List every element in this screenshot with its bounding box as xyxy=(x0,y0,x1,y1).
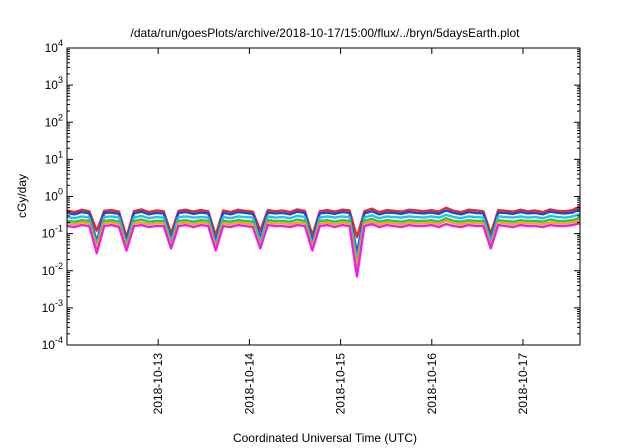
x-tick-label: 2018-10-17 xyxy=(516,353,530,415)
x-tick-label: 2018-10-15 xyxy=(334,353,348,415)
y-tick-label: 104 xyxy=(45,38,63,55)
y-tick-label: 10-1 xyxy=(42,224,63,241)
y-tick-label: 10-2 xyxy=(42,261,63,278)
series-line-5 xyxy=(66,219,581,270)
chart-title: /data/run/goesPlots/archive/2018-10-17/1… xyxy=(131,26,521,40)
y-tick-label: 102 xyxy=(45,112,63,129)
x-axis-label: Coordinated Universal Time (UTC) xyxy=(233,431,417,445)
y-tick-label: 100 xyxy=(45,187,63,204)
y-tick-label: 103 xyxy=(45,75,63,92)
y-tick-label: 10-3 xyxy=(42,298,63,315)
y-tick-label: 101 xyxy=(45,149,63,166)
x-tick-label: 2018-10-16 xyxy=(425,353,439,415)
plot-area-frame xyxy=(66,47,581,346)
x-tick-label: 2018-10-13 xyxy=(151,353,165,415)
y-axis-label: cGy/day xyxy=(15,174,29,218)
series-layer xyxy=(66,205,581,278)
series-line-6 xyxy=(66,222,581,278)
x-tick-label: 2018-10-14 xyxy=(242,353,256,415)
x-axis: 2018-10-13 2018-10-14 2018-10-15 2018-10-16… xyxy=(151,48,530,414)
y-tick-label: 10-4 xyxy=(42,335,63,352)
y-axis: 10-4 10-3 10-2 10-1 100 101 102 103 104 xyxy=(42,38,580,352)
